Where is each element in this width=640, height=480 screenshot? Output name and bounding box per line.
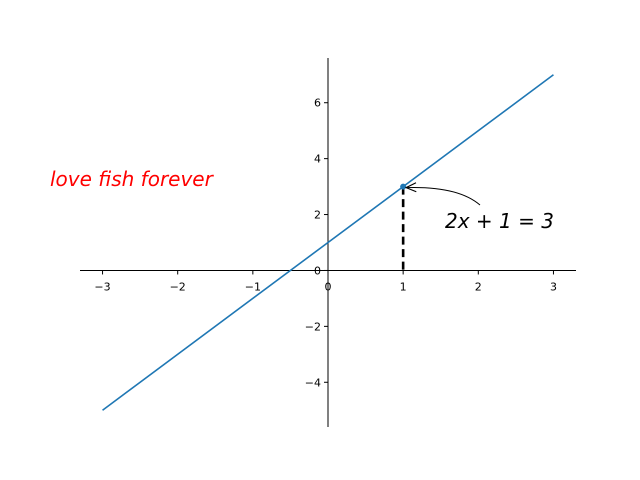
x-tick-label: −2 <box>170 280 186 293</box>
y-tick-label: −2 <box>305 320 321 333</box>
y-tick-label: 2 <box>314 209 321 222</box>
x-tick-label: −3 <box>94 280 110 293</box>
free-text-label: love fish forever <box>50 167 215 191</box>
y-tick-label: 0 <box>314 264 321 277</box>
y-tick-label: −4 <box>305 376 321 389</box>
y-ticks: −4 −2 0 2 4 6 <box>305 97 328 389</box>
annotation-arrow <box>406 187 481 206</box>
x-tick-label: 2 <box>475 280 482 293</box>
highlight-point <box>400 183 407 190</box>
plot-series <box>102 74 554 411</box>
x-tick-label: 0 <box>325 280 332 293</box>
annotations: love fish forever 2x + 1 = 3 <box>50 167 554 233</box>
equation-annotation: 2x + 1 = 3 <box>445 209 554 233</box>
y-tick-label: 6 <box>314 97 321 110</box>
x-ticks: −3 −2 −1 0 1 2 3 <box>94 270 557 293</box>
x-tick-label: −1 <box>245 280 261 293</box>
x-tick-label: 1 <box>400 280 407 293</box>
x-tick-label: 3 <box>550 280 557 293</box>
y-tick-label: 4 <box>314 153 321 166</box>
series-line <box>102 74 554 411</box>
